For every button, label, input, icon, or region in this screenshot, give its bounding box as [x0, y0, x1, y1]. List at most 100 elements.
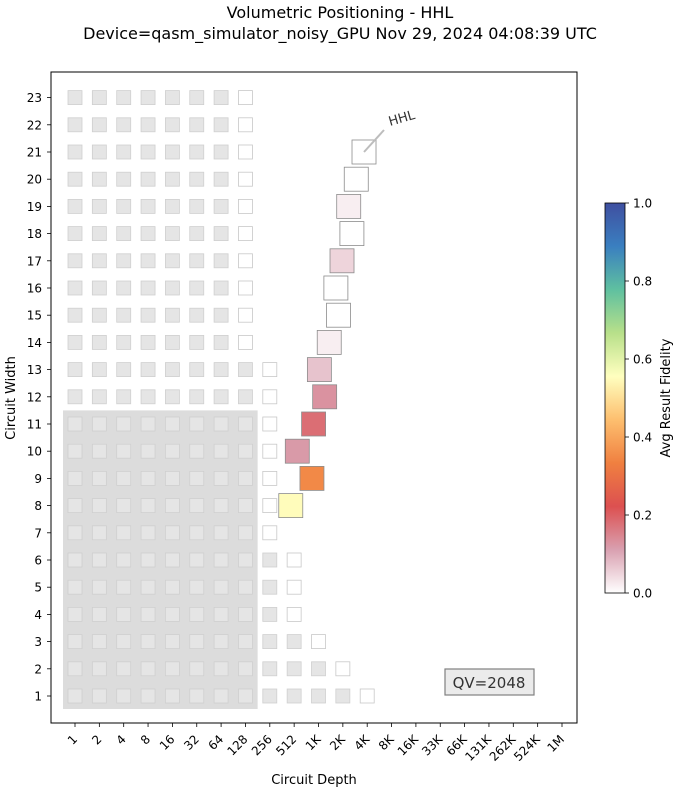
bg-filled-square — [262, 688, 278, 704]
y-tick-label: 1 — [34, 690, 42, 704]
bg-filled-square — [67, 144, 83, 160]
bg-filled-square — [116, 552, 132, 568]
bg-filled-square — [189, 198, 205, 214]
y-axis-label: Circuit Width — [4, 356, 19, 440]
bg-filled-square — [213, 552, 229, 568]
x-tick-label: 1M — [544, 732, 567, 755]
bg-filled-square — [140, 253, 156, 269]
bg-outline-square — [238, 307, 253, 323]
x-tick-label: 128 — [224, 732, 250, 758]
bg-filled-square — [140, 416, 156, 432]
bg-filled-square — [189, 362, 205, 378]
bg-filled-square — [67, 688, 83, 704]
bg-filled-square — [67, 307, 83, 323]
bg-filled-square — [189, 280, 205, 296]
bg-filled-square — [189, 552, 205, 568]
bg-filled-square — [189, 253, 205, 269]
bg-filled-square — [213, 117, 229, 133]
bg-filled-square — [140, 90, 156, 105]
bg-filled-square — [140, 661, 156, 677]
x-tick-label: 1 — [65, 732, 80, 747]
bg-filled-square — [67, 280, 83, 296]
bg-filled-square — [213, 525, 229, 541]
bg-filled-square — [67, 579, 83, 595]
bg-filled-square — [213, 498, 229, 514]
bg-filled-square — [189, 443, 205, 459]
x-tick-label: 33K — [419, 731, 446, 758]
y-tick-label: 2 — [34, 662, 42, 676]
bg-filled-square — [262, 634, 278, 649]
colorbar-ticks: 0.0 0.2 0.4 0.6 0.8 1.0 — [625, 197, 652, 601]
bg-filled-square — [116, 389, 132, 405]
bg-filled-square — [140, 389, 156, 405]
bg-filled-square — [189, 307, 205, 323]
bg-filled-square — [91, 498, 107, 514]
bg-filled-square — [189, 389, 205, 405]
x-tick-label: 16 — [157, 732, 178, 753]
bg-filled-square — [140, 552, 156, 568]
bg-outline-square — [262, 443, 278, 459]
bg-filled-square — [213, 634, 229, 649]
bg-filled-square — [189, 226, 205, 242]
bg-filled-square — [262, 579, 278, 595]
y-tick-label: 22 — [27, 118, 42, 132]
bg-filled-square — [67, 470, 83, 486]
bg-outline-square — [286, 552, 302, 568]
bg-filled-square — [189, 334, 205, 350]
bg-filled-square — [67, 607, 83, 622]
x-tick-label: 2 — [89, 732, 104, 747]
bg-filled-square — [91, 389, 107, 405]
bg-filled-square — [238, 443, 253, 459]
x-tick-label: 1K — [303, 731, 325, 753]
bg-filled-square — [213, 226, 229, 242]
bg-filled-square — [67, 171, 83, 187]
y-tick-label: 17 — [27, 254, 42, 268]
y-tick-label: 5 — [34, 581, 42, 595]
bg-outline-square — [262, 362, 278, 378]
bg-filled-square — [116, 579, 132, 595]
data-point — [316, 329, 342, 355]
bg-filled-square — [164, 389, 180, 405]
colorbar-tick-label: 0.2 — [633, 509, 652, 523]
data-point — [306, 357, 332, 383]
colorbar-tick-label: 1.0 — [633, 197, 652, 211]
x-tick-label: 32 — [181, 732, 202, 753]
bg-outline-square — [238, 226, 253, 242]
bg-filled-square — [164, 634, 180, 649]
data-point — [278, 493, 304, 519]
bg-filled-square — [67, 416, 83, 432]
y-tick-label: 8 — [34, 499, 42, 513]
bg-filled-square — [189, 498, 205, 514]
bg-filled-square — [238, 607, 253, 622]
bg-filled-square — [116, 117, 132, 133]
bg-filled-square — [164, 144, 180, 160]
bg-filled-square — [67, 443, 83, 459]
bg-filled-square — [238, 389, 253, 405]
data-point — [336, 193, 362, 219]
bg-filled-square — [238, 688, 253, 704]
x-tick-label: 64 — [206, 732, 227, 753]
x-tick-label: 16K — [395, 731, 422, 758]
bg-filled-square — [213, 280, 229, 296]
y-tick-label: 15 — [27, 309, 42, 323]
bg-filled-square — [67, 552, 83, 568]
bg-outline-square — [238, 144, 253, 160]
bg-filled-square — [238, 634, 253, 649]
bg-filled-square — [164, 470, 180, 486]
bg-filled-square — [262, 552, 278, 568]
bg-filled-square — [116, 607, 132, 622]
bg-filled-square — [213, 307, 229, 323]
bg-filled-square — [91, 579, 107, 595]
bg-filled-square — [91, 552, 107, 568]
annotation-leader — [363, 129, 385, 153]
bg-filled-square — [67, 198, 83, 214]
bg-filled-square — [189, 144, 205, 160]
bg-filled-square — [238, 552, 253, 568]
bg-filled-square — [116, 498, 132, 514]
y-tick-label: 16 — [27, 282, 42, 296]
data-point — [339, 221, 365, 247]
x-axis-label: Circuit Depth — [271, 773, 357, 788]
bg-filled-square — [213, 334, 229, 350]
bg-filled-square — [311, 688, 326, 704]
